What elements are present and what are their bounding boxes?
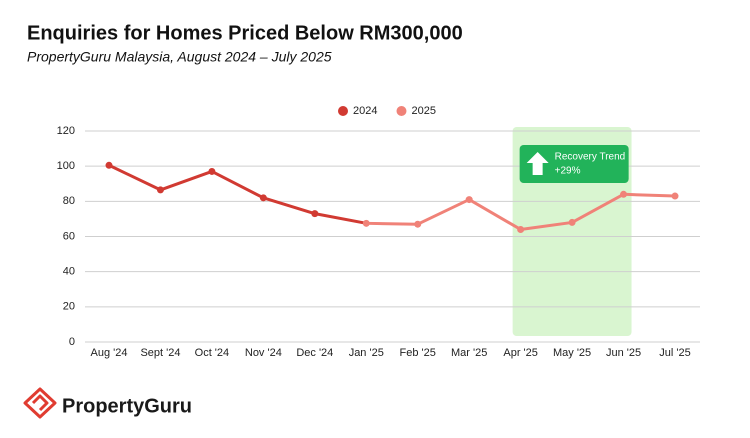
legend-label: 2025 bbox=[411, 105, 435, 117]
logo-icon bbox=[23, 387, 57, 419]
data-point bbox=[517, 225, 525, 233]
x-tick-label: May '25 bbox=[553, 347, 591, 359]
annotation-box bbox=[519, 145, 629, 183]
y-tick-label: 100 bbox=[57, 160, 75, 172]
data-point bbox=[311, 210, 319, 218]
x-tick-label: Jul '25 bbox=[659, 347, 690, 359]
data-point bbox=[105, 161, 113, 169]
data-point bbox=[568, 218, 576, 226]
x-tick-label: Jan '25 bbox=[349, 347, 384, 359]
x-tick-label: Aug '24 bbox=[91, 347, 128, 359]
legend-swatch bbox=[338, 106, 348, 116]
y-tick-label: 80 bbox=[63, 195, 75, 207]
y-tick-label: 20 bbox=[63, 301, 75, 313]
data-point bbox=[208, 167, 216, 175]
legend-swatch bbox=[396, 106, 407, 116]
legend-label: 2024 bbox=[353, 105, 377, 117]
x-tick-label: Apr '25 bbox=[503, 347, 538, 359]
x-tick-label: Mar '25 bbox=[451, 347, 487, 359]
data-point bbox=[259, 194, 267, 202]
data-point bbox=[362, 219, 370, 227]
y-tick-label: 0 bbox=[69, 336, 75, 348]
x-tick-label: Jun '25 bbox=[606, 347, 641, 359]
y-tick-label: 60 bbox=[63, 230, 75, 242]
data-point bbox=[156, 186, 164, 194]
y-tick-label: 120 bbox=[57, 125, 75, 137]
x-tick-label: Dec '24 bbox=[296, 347, 333, 359]
chart-subtitle: PropertyGuru Malaysia, August 2024 – Jul… bbox=[27, 49, 332, 65]
data-point bbox=[465, 196, 473, 204]
data-point bbox=[671, 192, 679, 200]
annotation-title: Recovery Trend bbox=[555, 152, 626, 163]
chart-title: Enquiries for Homes Priced Below RM300,0… bbox=[27, 22, 463, 44]
logo-text: PropertyGuru bbox=[62, 395, 192, 417]
x-tick-label: Feb '25 bbox=[400, 347, 436, 359]
data-point bbox=[414, 220, 422, 228]
x-tick-label: Oct '24 bbox=[195, 347, 230, 359]
annotation-icon bbox=[526, 152, 549, 175]
x-tick-label: Sept '24 bbox=[140, 347, 180, 359]
x-tick-label: Nov '24 bbox=[245, 347, 282, 359]
y-tick-label: 40 bbox=[63, 266, 75, 278]
annotation-text: +29% bbox=[555, 166, 581, 177]
series-connector bbox=[314, 212, 367, 225]
data-point bbox=[620, 190, 628, 198]
